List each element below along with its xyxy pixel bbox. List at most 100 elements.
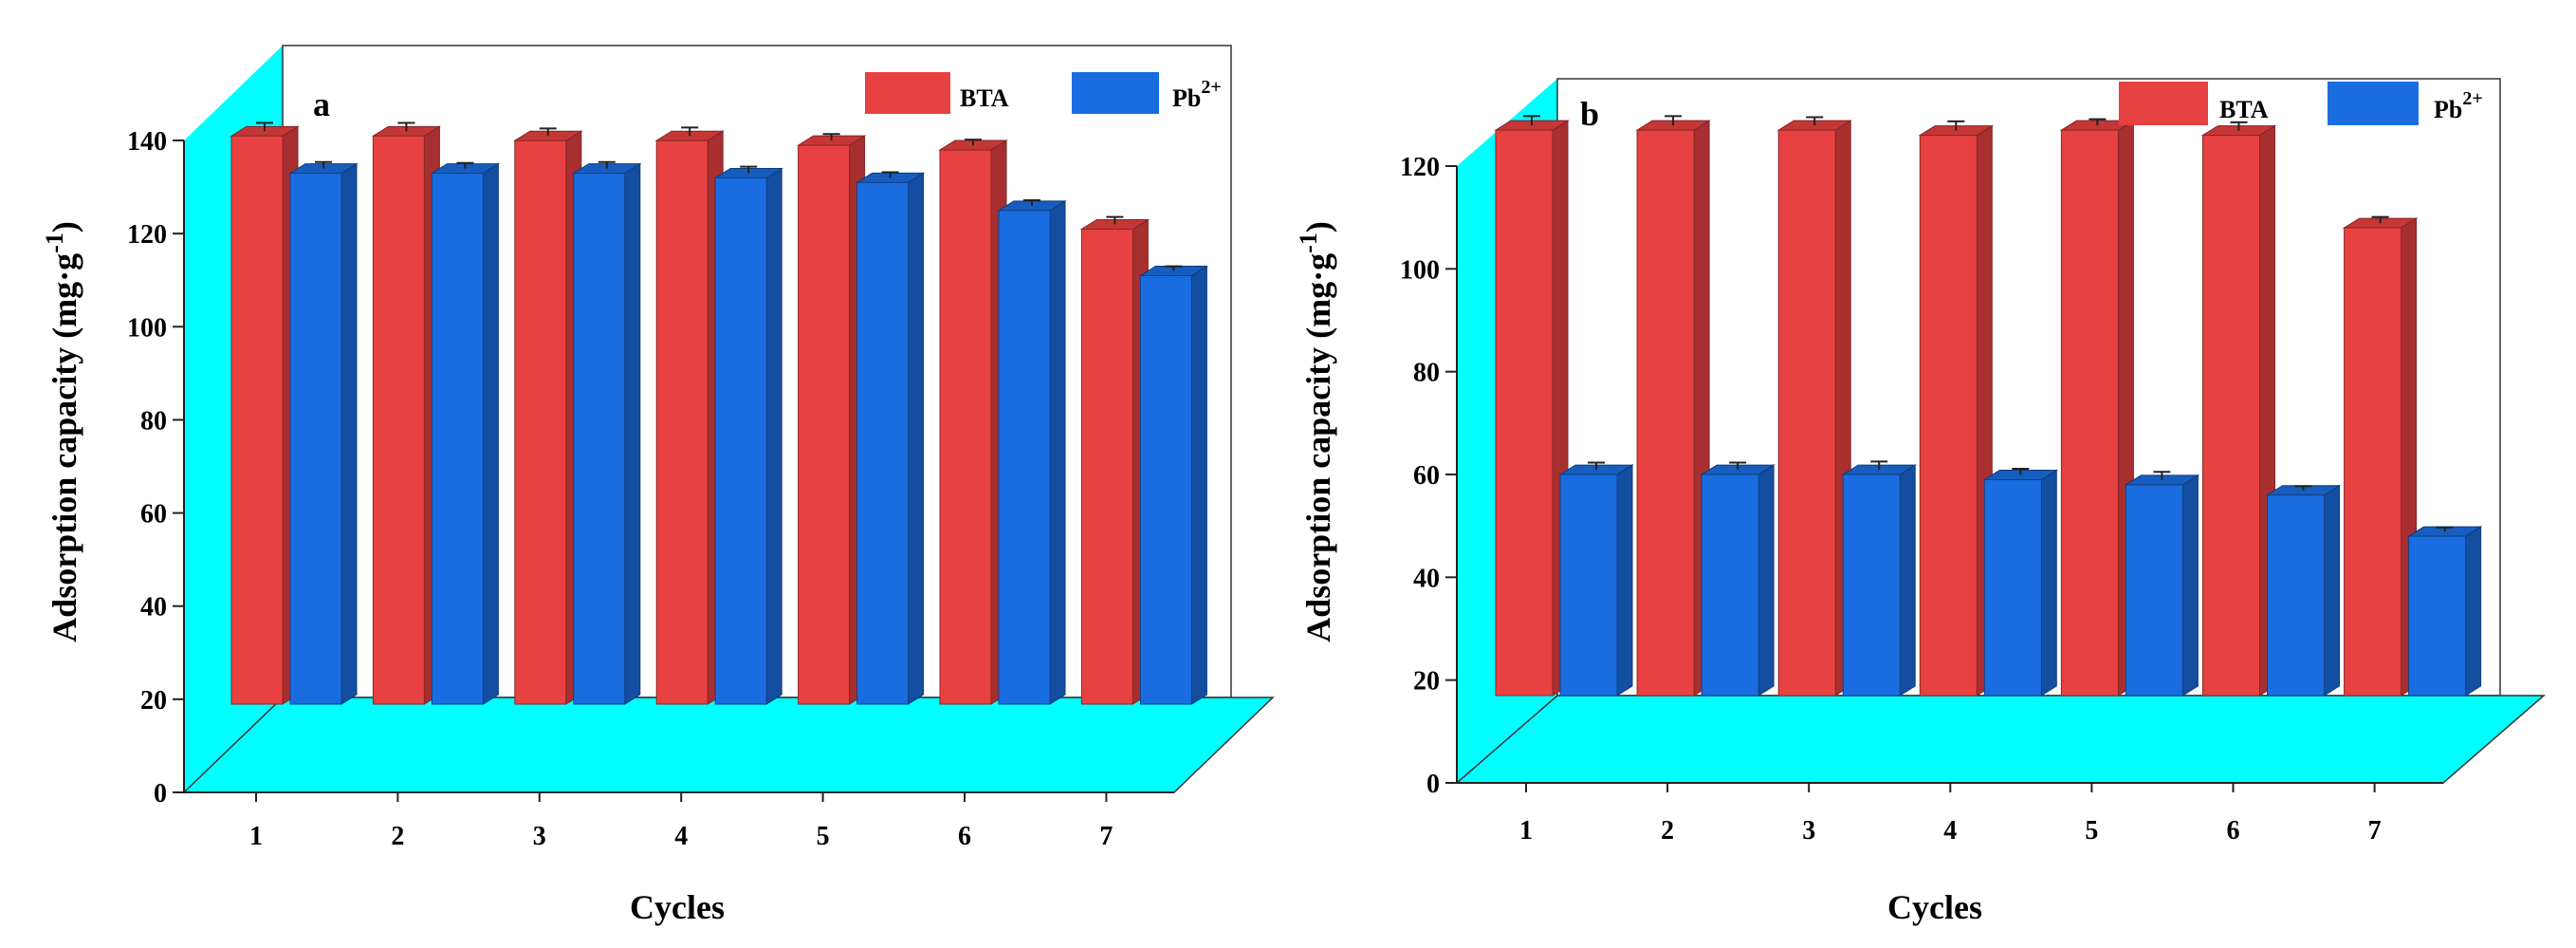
chart-panel-b: 0 20 40 60 80 100 120 1 2 3 4 5 6 7 b BTA Pb2+ Cycle… [1295, 78, 2547, 926]
y-tick-label: 60 [140, 500, 167, 530]
chart-panel-a: 0 20 40 60 80 100 120 140 1 2 3 4 5 6 7 a BTA Pb2+ Cy… [41, 45, 1275, 926]
bar-bta-cycle-1 [1494, 115, 1570, 697]
bar-pb2-cycle-5 [855, 171, 926, 705]
bar-front [2125, 484, 2183, 697]
legend-swatch-pb [2328, 82, 2419, 125]
bar-side [2324, 484, 2340, 697]
bar-pb2-cycle-3 [1841, 460, 1917, 697]
bar-front [2267, 494, 2325, 697]
bar-bta-cycle-2 [371, 121, 442, 705]
x-tick-label-4: 4 [1943, 816, 1957, 846]
bar-bta-cycle-5 [2059, 118, 2136, 697]
y-tick-label: 40 [140, 593, 167, 623]
y-tick-label: 20 [1413, 667, 1440, 697]
bar-front [573, 173, 626, 705]
bar-front [1701, 474, 1759, 697]
bar-front [1495, 129, 1554, 697]
panel-label: a [313, 85, 330, 123]
bars [1494, 115, 2483, 697]
bar-front [230, 135, 284, 705]
bar-front [431, 173, 484, 705]
bar-bta-cycle-7 [2342, 215, 2419, 697]
y-tick-label: 120 [127, 220, 167, 250]
y-tick-label: 20 [140, 686, 167, 716]
bar-front [372, 135, 425, 705]
y-axis-ticks: 0 20 40 60 80 100 120 [1400, 153, 1457, 799]
bar-pb2-cycle-4 [1982, 468, 2059, 697]
bar-side [482, 162, 499, 705]
bar-side [1190, 265, 1207, 705]
x-axis-title: Cycles [1887, 888, 1982, 926]
x-tick-label-7: 7 [1099, 822, 1113, 851]
y-tick-label: 80 [140, 406, 167, 436]
bar-bta-cycle-4 [1918, 120, 1995, 697]
bar-front [2060, 129, 2119, 697]
y-tick-label: 0 [154, 779, 167, 809]
bar-bta-cycle-6 [2200, 121, 2277, 697]
bar-pb2-cycle-3 [572, 160, 642, 705]
x-tick-label-6: 6 [2227, 816, 2240, 846]
legend-label-bta: BTA [960, 84, 1009, 112]
x-tick-label-3: 3 [1802, 816, 1815, 846]
bar-bta-cycle-7 [1079, 215, 1150, 705]
bar-bta-cycle-3 [1776, 116, 1852, 697]
legend-label-bta: BTA [2219, 96, 2269, 123]
bar-front [655, 139, 708, 705]
y-tick-label: 100 [127, 313, 167, 343]
x-tick-label-2: 2 [391, 822, 404, 851]
bar-pb2-cycle-1 [1558, 461, 1634, 697]
bar-front [1919, 135, 1978, 697]
x-axis-ticks: 1 2 3 4 5 6 7 [249, 792, 1113, 851]
panel-label: b [1580, 95, 1599, 133]
bar-side [340, 162, 358, 705]
x-tick-label-1: 1 [1519, 816, 1533, 846]
floor [182, 697, 1275, 793]
bar-pb2-cycle-5 [2124, 471, 2200, 697]
bar-bta-cycle-3 [513, 127, 583, 705]
x-tick-label-7: 7 [2368, 816, 2382, 846]
legend-label-pb: Pb2+ [1172, 77, 1222, 112]
y-axis-title: Adsorption capacity (mg·g-1) [1295, 221, 1337, 642]
bar-front [514, 139, 567, 705]
bar-front [1842, 474, 1901, 697]
bar-front [856, 181, 910, 705]
bar-bta-cycle-6 [938, 139, 1008, 705]
y-tick-label: 0 [1426, 770, 1440, 799]
bars [230, 121, 1209, 705]
y-axis-title: Adsorption capacity (mg·g-1) [41, 221, 83, 642]
bar-front [939, 149, 992, 705]
bar-front [1559, 474, 1618, 697]
y-tick-label: 100 [1400, 255, 1440, 285]
legend-swatch-bta [2119, 82, 2208, 125]
x-tick-label-2: 2 [1661, 816, 1674, 846]
bar-pb2-cycle-7 [2406, 526, 2483, 697]
bar-front [2344, 227, 2402, 697]
legend-swatch-bta [865, 72, 950, 114]
bar-front [798, 144, 851, 705]
bar-pb2-cycle-6 [2265, 484, 2342, 697]
bar-front [1139, 275, 1192, 705]
bar-side [2465, 526, 2482, 697]
bar-side [765, 167, 782, 705]
x-axis-title: Cycles [630, 888, 725, 926]
x-tick-label-3: 3 [533, 822, 546, 851]
bar-front [998, 210, 1051, 705]
bar-front [1777, 129, 1836, 697]
bar-side [908, 172, 925, 705]
x-tick-label-5: 5 [817, 822, 830, 851]
bar-side [1757, 464, 1775, 697]
bar-pb2-cycle-2 [1700, 461, 1776, 697]
bar-bta-cycle-5 [796, 133, 867, 705]
bar-front [289, 173, 342, 705]
bar-bta-cycle-2 [1635, 115, 1711, 697]
legend-swatch-pb [1072, 72, 1159, 114]
legend: BTA Pb2+ [865, 72, 1222, 114]
bar-bta-cycle-1 [230, 121, 300, 705]
bar-front [2202, 135, 2260, 697]
bar-side [624, 162, 641, 705]
bar-front [1983, 479, 2042, 697]
bar-pb2-cycle-6 [997, 198, 1067, 705]
bar-pb2-cycle-1 [288, 160, 359, 705]
bar-side [2040, 469, 2057, 697]
x-tick-label-4: 4 [674, 822, 688, 851]
